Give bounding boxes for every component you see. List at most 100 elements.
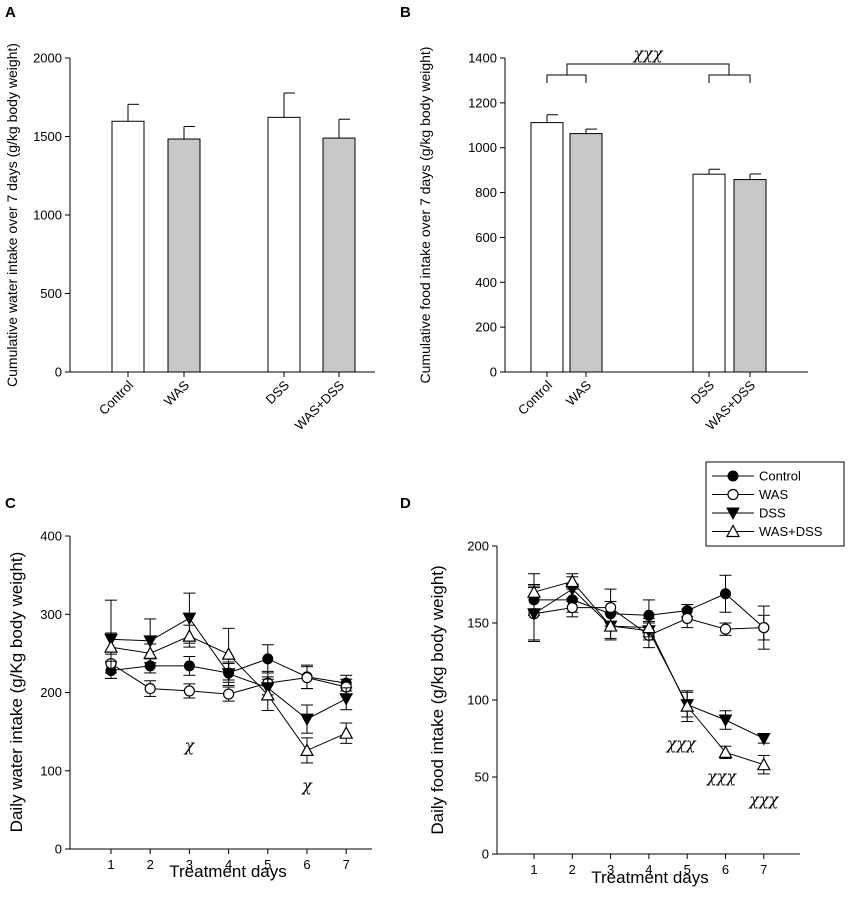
c-x-tick-label: 5 [264,857,271,872]
c-y-tick-label: 400 [40,529,62,544]
panel-c-x-label: Treatment days [169,862,286,881]
c-point-control [183,660,195,672]
b-bar-control [530,122,564,373]
d-point-was [681,612,693,624]
c-point-was-dss [143,646,158,659]
c-y-tick-label: 300 [40,607,62,622]
c-point-was [223,688,235,700]
b-x-tick-label-control: Control [515,377,555,417]
legend-label-was: WAS [759,487,788,502]
c-point-was-dss [339,725,354,739]
a-x-tick-label-was-dss: WAS+DSS [292,377,348,433]
d-y-tick-label: 0 [482,847,489,862]
c-point-dss [339,693,354,706]
a-x-tick-label-dss: DSS [263,377,293,407]
panel-a-y-label: Cumulative water intake over 7 days (g/k… [4,43,20,387]
panel-a-x-ticks: Control WAS DSS WAS+DSS [96,372,347,433]
b-bar-was-dss [733,179,767,373]
c-point-was-dss [260,687,275,701]
panel-label-a: A [5,4,16,21]
panel-a-bars [111,92,356,373]
d-point-was [758,622,770,634]
d-point-control [720,588,731,600]
d-x-tick-label: 7 [760,862,767,877]
c-y-tick-label: 100 [40,763,62,778]
d-x-tick-label: 1 [530,862,537,877]
d-point-was-dss [526,584,542,598]
b-y-tick-label: 1200 [468,95,497,110]
b-y-tick-label: 0 [490,365,497,380]
c-x-tick-label: 4 [225,857,232,872]
d-y-tick-label: 50 [475,770,489,785]
d-significance-day-5: χχχ [666,734,697,753]
c-point-was [301,672,313,684]
c-significance-day-6: χ [301,776,313,795]
a-x-tick-label-control: Control [96,377,136,417]
panel-b-significance-bracket [546,63,751,83]
d-point-dss [756,733,771,746]
c-point-dss [143,635,158,648]
a-y-tick-label: 500 [40,286,62,301]
b-y-tick-label: 1000 [468,140,497,155]
a-bar-control [111,120,145,373]
d-significance-day-6: χχχ [706,767,737,786]
c-point-was-dss [299,743,315,757]
d-point-was-dss [680,698,695,712]
d-point-was-dss [565,574,580,588]
d-point-dss [718,714,733,728]
d-x-tick-label: 4 [645,862,652,877]
c-x-tick-label: 3 [186,857,193,872]
c-x-tick-label: 7 [343,857,350,872]
d-point-was [719,623,732,635]
b-x-tick-label-dss: DSS [688,377,718,407]
d-x-tick-label: 6 [722,862,729,877]
c-x-tick-label: 1 [107,857,114,872]
legend-label-dss: DSS [759,506,786,521]
d-point-was-dss [603,618,618,632]
a-x-tick-label-was: WAS [161,377,192,408]
c-significance-day-3: χ [184,736,196,755]
b-y-tick-label: 400 [475,275,497,290]
d-x-tick-label: 2 [569,862,576,877]
legend-marker-control [727,470,739,482]
panel-label-c: C [5,495,16,512]
a-y-tick-label: 0 [55,365,62,380]
b-y-tick-label: 600 [475,230,497,245]
d-point-was-dss [641,620,656,634]
c-point-control [262,653,274,665]
d-x-tick-label: 5 [684,862,691,877]
panel-d-y-label: Daily food intake (g/kg body weight) [428,565,447,834]
a-bar-was-dss [322,137,356,373]
b-bar-dss [692,173,726,373]
c-point-was-dss [182,628,197,642]
legend-label-control: Control [759,469,801,484]
c-point-dss [182,612,197,626]
legend-marker-dss [726,507,740,521]
a-y-tick-label: 1000 [33,208,62,223]
legend-marker-was [727,488,739,501]
c-y-tick-label: 200 [40,685,62,700]
panel-label-b: B [400,4,411,21]
panel-b-y-label: Cumulative food intake over 7 days (g/kg… [417,47,433,384]
a-bar-dss [267,116,301,373]
c-point-was-dss [221,646,236,660]
panel-c-y-label: Daily water intake (g/Kg body weight) [7,552,26,833]
d-significance-day-7: χχχ [748,790,779,809]
a-bar-was [167,138,201,373]
panel-b-bars [530,114,767,373]
panel-b: B 0 200 400 600 800 1000 1200 1400 Control WAS DS… [400,4,808,433]
a-y-tick-label: 2000 [33,51,62,66]
panel-d-y-ticks: 0 50 100 150 200 [467,539,497,862]
c-point-dss [300,713,314,727]
panel-c-y-ticks: 0 100 200 300 400 [40,529,70,857]
c-point-was [183,685,195,697]
d-y-tick-label: 100 [467,693,489,708]
c-point-was-dss [103,639,119,653]
d-point-was-dss [756,757,771,771]
legend: Control WAS DSS WAS+DSS [705,461,845,547]
b-y-tick-label: 1400 [468,51,497,66]
b-x-tick-label-was: WAS [563,377,594,408]
panel-b-y-ticks: 0 200 400 600 800 1000 1200 1400 [468,51,505,380]
